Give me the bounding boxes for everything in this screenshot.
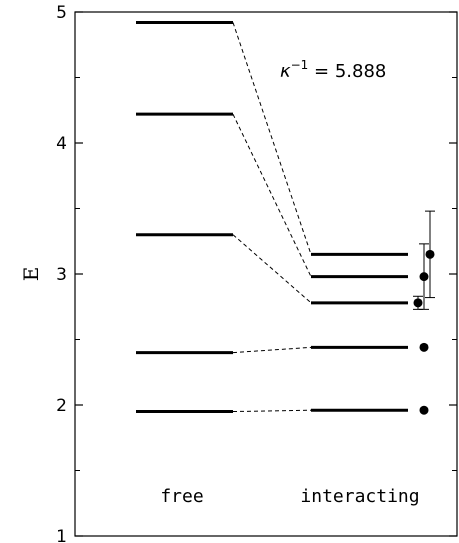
level-connector	[232, 409, 312, 413]
y-tick-label: 1	[56, 527, 67, 543]
level-connector	[232, 113, 312, 277]
y-tick-label: 2	[56, 396, 67, 416]
kappa-exponent: −1	[291, 58, 309, 72]
kappa-value: = 5.888	[308, 61, 386, 82]
data-point	[419, 342, 429, 352]
data-point	[413, 298, 423, 308]
group-label-free: free	[160, 486, 203, 507]
data-point	[425, 249, 435, 259]
plot-frame	[74, 11, 458, 537]
kappa-annotation: κ−1 = 5.888	[280, 58, 386, 82]
y-tick-label: 5	[56, 3, 67, 23]
y-tick-label: 4	[56, 134, 67, 154]
data-point	[419, 272, 429, 282]
y-axis-label: E	[19, 267, 43, 282]
group-label-interacting: interacting	[300, 486, 419, 507]
level-connector	[232, 22, 312, 255]
level-connector	[232, 234, 312, 304]
data-point	[419, 405, 429, 415]
level-connector	[232, 346, 312, 354]
y-tick-label: 3	[56, 265, 67, 285]
kappa-symbol: κ	[280, 61, 291, 82]
